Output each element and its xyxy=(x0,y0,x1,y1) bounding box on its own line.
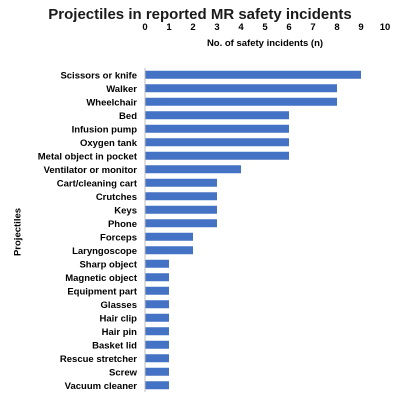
bar xyxy=(145,327,169,336)
x-tick-label: 6 xyxy=(286,22,291,33)
category-label: Crutches xyxy=(96,192,137,203)
x-axis-label: No. of safety incidents (n) xyxy=(206,38,324,49)
category-label: Magnetic object xyxy=(65,273,138,284)
bar xyxy=(145,70,361,79)
bar xyxy=(145,151,289,160)
bar xyxy=(145,111,289,120)
category-label: Phone xyxy=(108,219,137,230)
bar xyxy=(145,340,169,349)
category-label: Rescue stretcher xyxy=(60,354,137,365)
x-tick-label: 4 xyxy=(238,22,244,33)
bar xyxy=(145,354,169,363)
x-tick-label: 5 xyxy=(262,22,268,33)
bars xyxy=(145,70,361,390)
bar xyxy=(145,232,193,241)
bar xyxy=(145,84,337,93)
bar xyxy=(145,367,169,376)
x-tick-label: 10 xyxy=(380,22,391,33)
category-labels: Scissors or knife Walker Wheelchair Bed Infu… xyxy=(38,70,138,392)
bar xyxy=(145,205,217,214)
category-label: Sharp object xyxy=(79,259,137,270)
category-label: Screw xyxy=(109,367,138,378)
bar xyxy=(145,138,289,147)
x-tick-labels: 0 1 2 3 4 5 6 7 8 9 10 xyxy=(142,22,390,33)
x-tick-label: 8 xyxy=(334,22,339,33)
x-tick-label: 0 xyxy=(142,22,147,33)
x-tick-label: 2 xyxy=(190,22,195,33)
category-label: Equipment part xyxy=(67,286,138,297)
x-tick-label: 9 xyxy=(358,22,363,33)
category-label: Ventilator or monitor xyxy=(44,165,138,176)
category-label: Wheelchair xyxy=(86,97,137,108)
category-label: Basket lid xyxy=(92,340,137,351)
category-label: Oxygen tank xyxy=(80,138,138,149)
x-tick-label: 1 xyxy=(166,22,172,33)
bar xyxy=(145,124,289,133)
category-label: Cart/cleaning cart xyxy=(57,178,138,189)
bar xyxy=(145,246,193,255)
category-label: Vacuum cleaner xyxy=(65,381,138,392)
bar xyxy=(145,219,217,228)
bar xyxy=(145,313,169,322)
bar xyxy=(145,165,241,174)
category-label: Keys xyxy=(114,205,137,216)
category-label: Metal object in pocket xyxy=(38,151,138,162)
bar xyxy=(145,286,169,295)
category-label: Hair clip xyxy=(100,313,138,324)
category-label: Scissors or knife xyxy=(60,70,137,81)
bar xyxy=(145,300,169,309)
category-label: Laryngoscope xyxy=(72,246,137,257)
bar xyxy=(145,273,169,282)
bar xyxy=(145,381,169,390)
category-label: Glasses xyxy=(101,300,137,311)
category-label: Hair pin xyxy=(102,327,138,338)
x-tick-label: 7 xyxy=(310,22,315,33)
bar xyxy=(145,192,217,201)
category-label: Walker xyxy=(106,84,137,95)
bar xyxy=(145,97,337,106)
bar xyxy=(145,259,169,268)
bar xyxy=(145,178,217,187)
x-tick-label: 3 xyxy=(214,22,219,33)
chart-title: Projectiles in reported MR safety incide… xyxy=(48,6,352,23)
category-label: Bed xyxy=(119,111,137,122)
category-label: Forceps xyxy=(100,232,137,243)
category-label: Infusion pump xyxy=(72,124,138,135)
